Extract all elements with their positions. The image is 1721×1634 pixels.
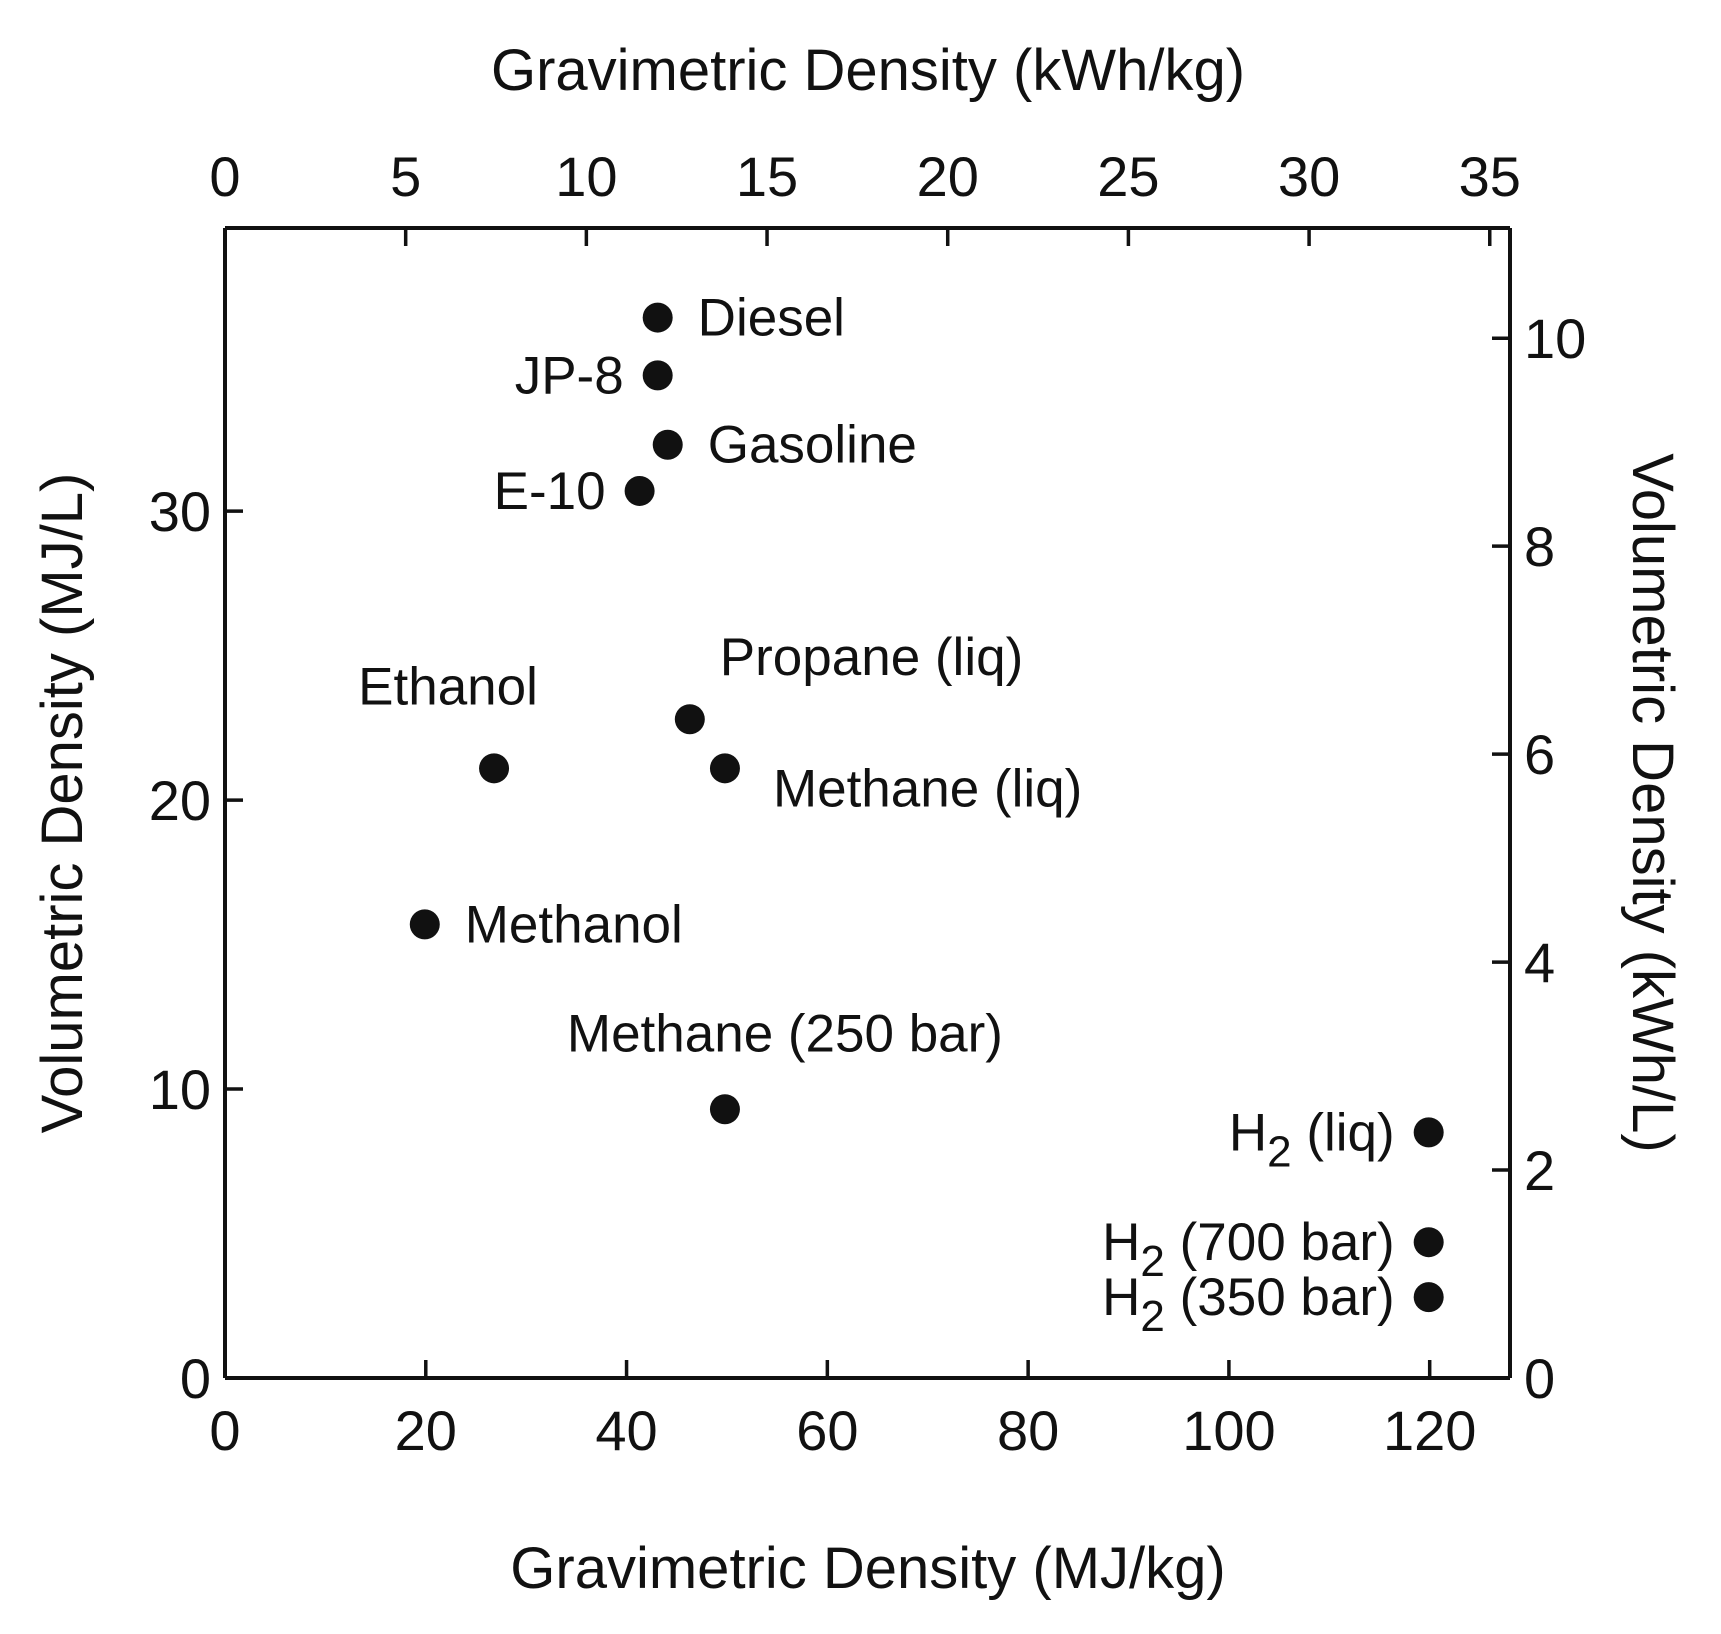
data-point-label: Methane (250 bar): [567, 1004, 1003, 1063]
data-point-label: E-10: [494, 462, 606, 521]
data-point-label: H2 (350 bar): [1102, 1268, 1395, 1341]
x-axis-bottom-title: Gravimetric Density (MJ/kg): [510, 1536, 1225, 1601]
data-point-label-suffix: (liq): [1292, 1103, 1395, 1162]
data-point-label: Methanol: [465, 895, 683, 954]
x-bottom-tick-label: 100: [1182, 1399, 1275, 1462]
data-point: [1413, 1227, 1444, 1258]
y-left-tick-label: 30: [149, 480, 211, 543]
y-axis-left-title: Volumetric Density (MJ/L): [30, 473, 95, 1134]
x-bottom-tick-label: 20: [395, 1399, 457, 1462]
x-top-tick-label: 10: [555, 145, 617, 208]
y-right-tick-label: 0: [1524, 1347, 1555, 1410]
y-left-tick-label: 0: [180, 1347, 211, 1410]
data-point-label: H2 (liq): [1229, 1103, 1395, 1176]
x-bottom-tick-label: 60: [796, 1399, 858, 1462]
data-point-label-main: Methanol: [465, 895, 683, 954]
data-point: [709, 1094, 740, 1125]
data-point-label: Ethanol: [358, 657, 538, 716]
data-point-label-suffix: (700 bar): [1165, 1213, 1395, 1272]
x-bottom-tick-label: 40: [595, 1399, 657, 1462]
x-top-tick-label: 20: [917, 145, 979, 208]
data-point-label: Diesel: [698, 289, 845, 348]
data-point: [652, 429, 683, 460]
data-point: [409, 909, 440, 940]
data-point-label: Methane (liq): [773, 759, 1082, 818]
data-point-label-main: Methane (250 bar): [567, 1004, 1003, 1063]
plot-frame: [223, 226, 1512, 1380]
data-point-labels: Diesel JP-8 Gasoline E-10 Propane (liq) Metha…: [358, 289, 1395, 1342]
data-point-label-main: Gasoline: [708, 416, 917, 475]
data-point: [1413, 1282, 1444, 1313]
data-point-label-main: E-10: [494, 462, 606, 521]
data-point-label-subscript: 2: [1267, 1127, 1291, 1176]
data-point: [1413, 1117, 1444, 1148]
data-point: [479, 753, 510, 784]
data-point-label-subscript: 2: [1140, 1292, 1164, 1341]
data-point-label-suffix: (350 bar): [1165, 1268, 1395, 1327]
y-right-tick-label: 6: [1524, 723, 1555, 786]
data-point-label: Gasoline: [708, 416, 917, 475]
x-bottom-tick-label: 120: [1383, 1399, 1476, 1462]
data-point: [642, 302, 673, 333]
data-point-label-main: Ethanol: [358, 657, 538, 716]
x-top-tick-label: 15: [736, 145, 798, 208]
y-right-tick-label: 4: [1524, 931, 1555, 994]
x-axis-top-title: Gravimetric Density (kWh/kg): [491, 38, 1245, 103]
data-point-label-main: Methane (liq): [773, 759, 1082, 818]
x-top-tick-label: 35: [1459, 145, 1521, 208]
data-point-label: JP-8: [515, 346, 624, 405]
x-bottom-tick-label: 80: [997, 1399, 1059, 1462]
x-top-tick-label: 25: [1097, 145, 1159, 208]
data-point-label-main: Propane (liq): [720, 628, 1023, 687]
x-top-tick-label: 30: [1278, 145, 1340, 208]
data-point: [709, 753, 740, 784]
axis-ticks: [223, 228, 1510, 1380]
x-top-tick-label: 5: [390, 145, 421, 208]
data-points: [409, 302, 1444, 1313]
data-point-label-main: Diesel: [698, 289, 845, 348]
x-bottom-tick-label: 0: [209, 1399, 240, 1462]
y-axis-right-title: Volumetric Density (kWh/L): [1620, 453, 1685, 1152]
data-point-label-main: H: [1102, 1213, 1140, 1272]
y-left-tick-label: 10: [149, 1058, 211, 1121]
data-point-label: Propane (liq): [720, 628, 1023, 687]
data-point-label: H2 (700 bar): [1102, 1213, 1395, 1286]
axis-tick-labels: 0 20 40 60 80 100 120 0 5 10 15 20 25 30 35 0 10 20 30 0 2 4 6…: [149, 145, 1587, 1462]
data-point-label-main: JP-8: [515, 346, 624, 405]
y-right-tick-label: 2: [1524, 1139, 1555, 1202]
data-point-label-subscript: 2: [1140, 1237, 1164, 1286]
y-right-tick-label: 10: [1524, 307, 1586, 370]
data-point: [642, 360, 673, 391]
data-point-label-main: H: [1102, 1268, 1140, 1327]
data-point-label-main: H: [1229, 1103, 1267, 1162]
data-point: [674, 704, 705, 735]
y-right-tick-label: 8: [1524, 515, 1555, 578]
y-left-tick-label: 20: [149, 769, 211, 832]
data-point: [624, 475, 655, 506]
x-top-tick-label: 0: [209, 145, 240, 208]
